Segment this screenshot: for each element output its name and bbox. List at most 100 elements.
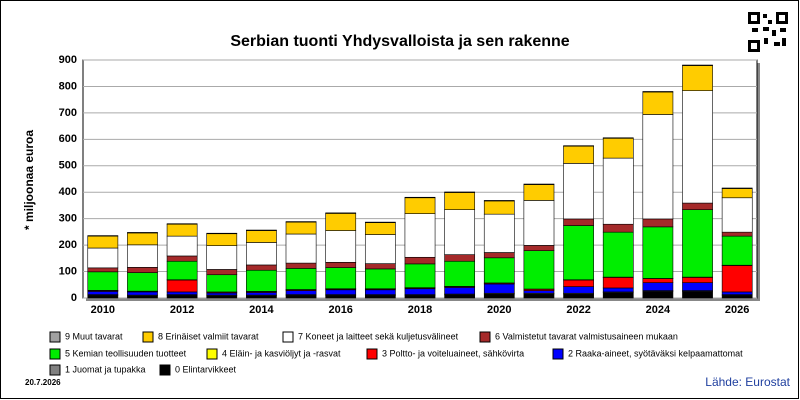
bar-segment <box>483 200 515 215</box>
bar-segment <box>602 287 634 293</box>
bar-segment <box>246 229 277 231</box>
bar-segment <box>166 223 198 225</box>
bar-segment <box>642 226 674 279</box>
legend-label: 1 Juomat ja tupakka <box>65 364 146 374</box>
bar-segment <box>483 252 515 259</box>
bar-segment <box>206 233 238 246</box>
bar-segment <box>87 271 119 291</box>
y-tick-label: 500 <box>59 160 77 172</box>
x-tick-label: 2026 <box>725 304 749 316</box>
y-tick-label: 600 <box>59 133 77 145</box>
bar-segment <box>642 291 674 299</box>
legend-swatch <box>366 348 378 360</box>
bar-segment <box>563 286 594 294</box>
legend-label: 6 Valmistetut tavarat valmistusaineen mu… <box>495 331 678 341</box>
bar-segment <box>87 235 119 249</box>
bar-segment <box>642 282 674 291</box>
bar-segment <box>364 295 396 299</box>
y-tick-label: 300 <box>59 213 77 225</box>
bar-segment <box>206 292 238 296</box>
bar-segment <box>602 292 634 299</box>
bar-segment <box>166 260 198 281</box>
bar-segment <box>364 221 396 223</box>
bar-segment <box>285 290 317 295</box>
bar-segment <box>364 289 396 295</box>
bar-segment <box>206 232 238 235</box>
bar-segment <box>444 260 476 287</box>
bar-segment <box>87 295 119 299</box>
bar-segment <box>444 294 476 299</box>
bar-segment <box>285 221 317 223</box>
legend-label: 0 Elintarvikkeet <box>175 364 237 374</box>
bar-segment <box>127 232 158 246</box>
y-tick-label: 400 <box>59 186 77 198</box>
legend-label: 8 Erinäiset valmiit tavarat <box>158 331 259 341</box>
bar-segment <box>166 279 198 293</box>
y-tick-label: 700 <box>59 107 77 119</box>
y-tick-label: 800 <box>59 80 77 92</box>
bar-segment <box>523 293 555 299</box>
x-tick-label: 2010 <box>91 304 115 316</box>
bar-segment <box>563 293 594 299</box>
bar-segment <box>325 212 357 214</box>
bar-segment <box>721 197 753 233</box>
bar-segment <box>404 213 436 258</box>
bar-segment <box>87 267 119 273</box>
bar-segment <box>127 232 158 234</box>
bar-segment <box>246 292 277 296</box>
bar-segment <box>483 283 515 294</box>
x-tick-label: 2014 <box>249 304 274 316</box>
bar-segment <box>246 242 277 266</box>
source: Lähde: Eurostat <box>705 375 790 389</box>
bar-segment <box>563 279 594 287</box>
bar-segment <box>721 188 753 199</box>
bar-segment <box>87 235 119 237</box>
legend-swatch <box>49 331 61 343</box>
bar-segment <box>166 223 198 237</box>
bar-segment <box>523 184 555 201</box>
bar-segment <box>206 274 238 293</box>
bar-segment <box>523 290 555 294</box>
bar-segment <box>682 282 713 291</box>
bar-segment <box>721 235 753 266</box>
bar-segment <box>127 295 158 299</box>
y-tick-label: 100 <box>59 265 77 277</box>
bar-segment <box>127 267 158 273</box>
bar-segment <box>563 145 594 164</box>
bar-segment <box>444 209 476 255</box>
bar-segment <box>563 225 594 281</box>
bar-segment <box>246 264 277 271</box>
bar-segment <box>206 295 238 299</box>
date: 20.7.2026 <box>25 378 61 387</box>
bar-segment <box>523 200 555 246</box>
y-tick-label: 900 <box>59 54 77 66</box>
bar-segment <box>127 244 158 268</box>
bar-segment <box>87 247 119 269</box>
bar-segment <box>325 261 357 268</box>
bar-segment <box>523 250 555 290</box>
bar-segment <box>721 291 753 295</box>
bar-segment <box>682 209 713 278</box>
x-tick-label: 2024 <box>646 304 671 316</box>
legend-label: 5 Kemian teollisuuden tuotteet <box>65 348 187 358</box>
bar-segment <box>602 231 634 278</box>
bar-segment <box>563 163 594 220</box>
bar-segment <box>682 277 713 283</box>
bar-segment <box>721 265 753 293</box>
legend-label: 4 Eläin- ja kasviöljyt ja -rasvat <box>222 348 341 358</box>
bar-segment <box>285 295 317 299</box>
bar-segment <box>166 291 198 295</box>
bar-segment <box>563 145 594 147</box>
bar-segment <box>404 196 436 199</box>
bar-segment <box>206 269 238 276</box>
bar-segment <box>721 295 753 299</box>
bar-segment <box>364 234 396 264</box>
y-tick-label: 0 <box>71 292 77 304</box>
bar-segment <box>682 65 713 91</box>
bar-segment <box>325 295 357 299</box>
legend-swatch <box>479 331 491 343</box>
bar-segment <box>483 200 515 202</box>
bar-segment <box>404 197 436 214</box>
bar-segment <box>364 263 396 270</box>
